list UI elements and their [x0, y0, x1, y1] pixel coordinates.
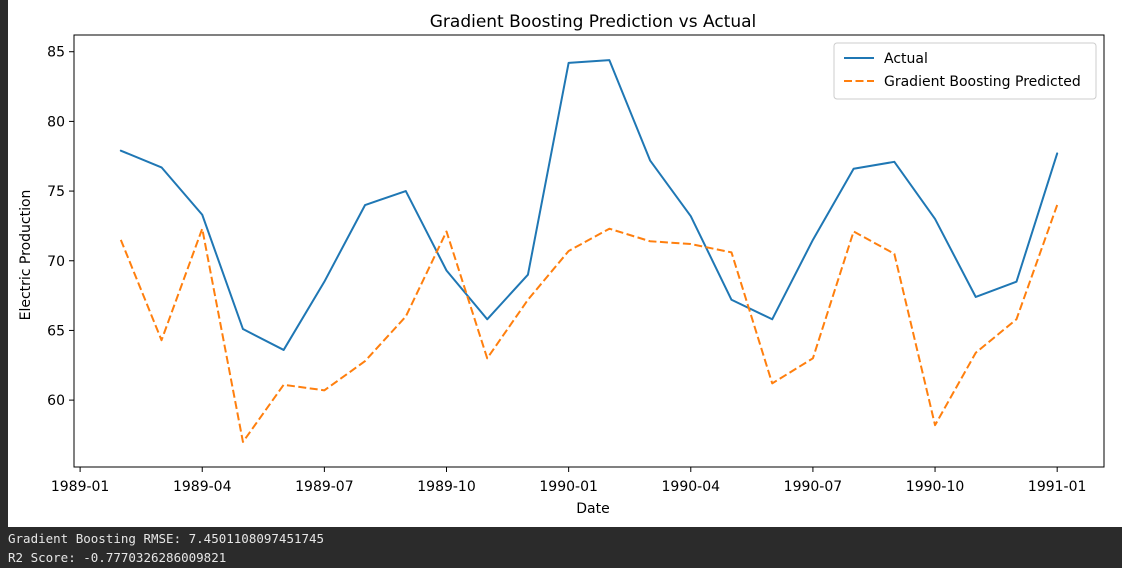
y-axis-label: Electric Production [18, 190, 34, 321]
x-tick-label: 1990-01 [539, 479, 598, 495]
y-tick-label: 75 [47, 184, 65, 200]
axes-frame [73, 34, 1105, 468]
legend-box [833, 42, 1097, 100]
series-line-actual [119, 59, 1059, 351]
series-line-predicted [119, 204, 1059, 443]
x-tick-label: 1989-07 [295, 479, 354, 495]
x-tick-label: 1989-01 [51, 479, 110, 495]
chart-title: Gradient Boosting Prediction vs Actual [430, 12, 757, 32]
figure-panel: Gradient Boosting Prediction vs Actual D… [8, 0, 1122, 527]
legend-label: Actual [884, 51, 928, 67]
x-tick-label: 1990-07 [784, 479, 843, 495]
y-tick-label: 65 [47, 323, 65, 339]
legend-label: Gradient Boosting Predicted [884, 74, 1081, 90]
x-tick-label: 1990-10 [906, 479, 965, 495]
x-tick-label: 1989-04 [173, 479, 232, 495]
y-tick-label: 70 [47, 254, 65, 270]
y-tick-label: 80 [47, 114, 65, 130]
x-tick-label: 1991-01 [1028, 479, 1087, 495]
x-tick-label: 1989-10 [417, 479, 476, 495]
y-tick-label: 60 [47, 393, 65, 409]
legend: Actual Gradient Boosting Predicted [833, 42, 1097, 100]
y-tick-label: 85 [47, 45, 65, 61]
plot-area: 60 65 70 75 80 85 1989-01 1989-04 1989-07 1989-10… [47, 45, 1086, 495]
chart: Gradient Boosting Prediction vs Actual D… [18, 12, 1105, 517]
x-tick-label: 1990-04 [662, 479, 721, 495]
console-output: Gradient Boosting RMSE: 7.45011080974517… [0, 527, 1122, 568]
rmse-output-line: Gradient Boosting RMSE: 7.45011080974517… [8, 531, 325, 546]
r2-output-line: R2 Score: -0.7770326286009821 [8, 550, 227, 565]
x-axis-label: Date [576, 501, 609, 517]
